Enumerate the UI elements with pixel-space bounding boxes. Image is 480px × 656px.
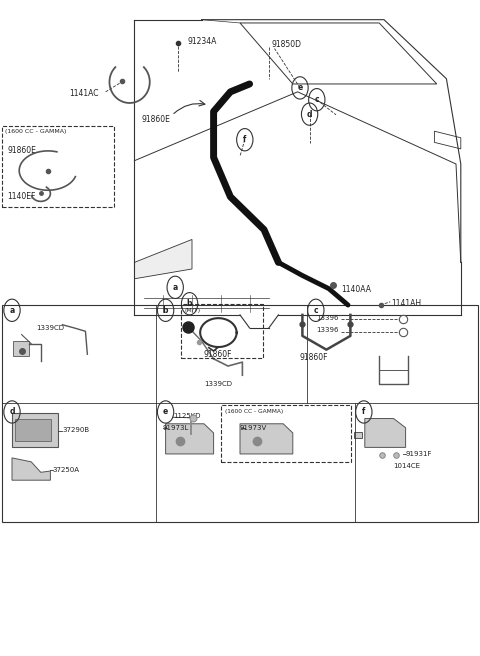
Text: 1140AA: 1140AA (341, 285, 371, 295)
Text: f: f (362, 407, 366, 417)
Text: c: c (314, 95, 319, 104)
Text: 91860F: 91860F (300, 353, 328, 362)
Polygon shape (354, 432, 362, 438)
Text: 1014CE: 1014CE (394, 462, 420, 469)
Text: (1600 CC - GAMMA): (1600 CC - GAMMA) (5, 129, 66, 134)
Text: 91234A: 91234A (187, 37, 216, 46)
Text: 91973V: 91973V (240, 425, 267, 432)
Text: 91973L: 91973L (162, 425, 189, 432)
Text: d: d (9, 407, 15, 417)
Text: d: d (307, 110, 312, 119)
Text: 1125KD: 1125KD (173, 413, 200, 419)
Polygon shape (240, 424, 293, 454)
Text: e: e (163, 407, 168, 417)
Text: 1141AC: 1141AC (70, 89, 99, 98)
Polygon shape (134, 239, 192, 279)
Text: 91931F: 91931F (406, 451, 432, 457)
Text: (M/T): (M/T) (185, 308, 201, 313)
Bar (15, 419, 51, 441)
Bar (2, 126, 114, 207)
Text: b: b (187, 299, 192, 308)
Text: 13396: 13396 (316, 314, 338, 321)
Text: 91860F: 91860F (204, 350, 232, 359)
Text: c: c (313, 306, 318, 315)
Text: e: e (298, 83, 302, 92)
Text: 37290B: 37290B (62, 426, 90, 433)
Text: b: b (163, 306, 168, 315)
Text: (1600 CC - GAMMA): (1600 CC - GAMMA) (225, 409, 283, 414)
Polygon shape (365, 419, 406, 447)
Text: 1141AH: 1141AH (391, 299, 421, 308)
Text: f: f (243, 135, 247, 144)
Text: a: a (10, 306, 14, 315)
Text: 37250A: 37250A (53, 467, 80, 474)
Text: 1140EF: 1140EF (7, 192, 36, 201)
Text: 13396: 13396 (316, 327, 338, 333)
Text: 1339CD: 1339CD (36, 325, 64, 331)
Text: 91850D: 91850D (271, 40, 301, 49)
Bar (13, 341, 29, 356)
Polygon shape (166, 424, 214, 454)
Bar (181, 304, 263, 358)
Bar (221, 405, 351, 462)
Text: 91860E: 91860E (142, 115, 170, 124)
Polygon shape (12, 458, 50, 480)
Text: 1339CD: 1339CD (204, 380, 232, 387)
Text: a: a (173, 283, 178, 292)
Bar (12, 413, 58, 447)
Text: 91860E: 91860E (7, 146, 36, 155)
Bar (2, 305, 478, 522)
